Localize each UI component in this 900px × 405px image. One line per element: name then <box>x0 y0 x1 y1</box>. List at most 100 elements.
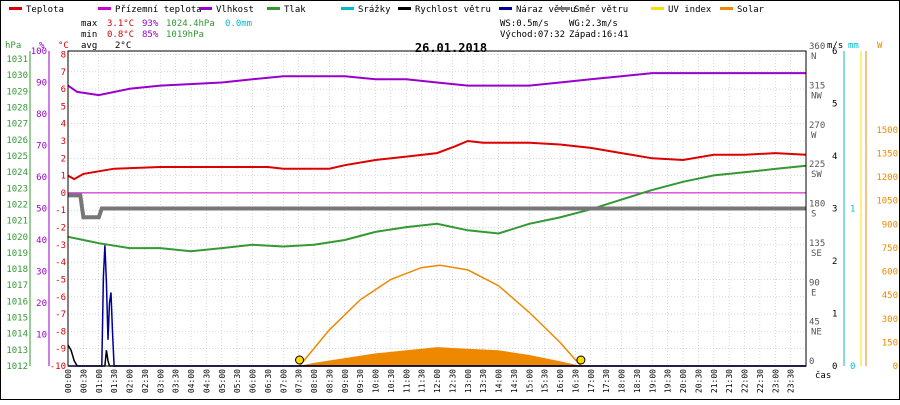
sunrise-time: Východ:07:32 <box>500 30 565 40</box>
series-3 <box>67 164 807 253</box>
time-tick: 19:30 <box>664 369 673 393</box>
time-tick: 03:30 <box>172 369 181 393</box>
temp-tick: 7 <box>61 68 66 78</box>
legend-swatch-9 <box>720 7 733 10</box>
plot-frame <box>67 50 807 367</box>
hum-tick: 90 <box>36 79 47 89</box>
solar-tick: 1350 <box>876 149 898 159</box>
time-tick: 09:30 <box>356 369 365 393</box>
time-tick: 04:30 <box>202 369 211 393</box>
temp-tick: -7 <box>55 310 66 320</box>
temp-tick: -2 <box>55 224 66 234</box>
series-6 <box>68 245 806 367</box>
solar-tick: 300 <box>882 315 898 325</box>
axis-ticks: 1012101310141015101610171018101910201021… <box>6 42 898 393</box>
dir-tick-name: N <box>811 52 816 62</box>
legend-label-7: Směr větru <box>574 5 628 15</box>
dir-tick-name: NE <box>811 328 822 338</box>
hum-tick: 20 <box>36 299 47 309</box>
legend-label-3: Tlak <box>284 5 306 15</box>
solar-tick: 450 <box>882 291 898 301</box>
time-tick: 18:00 <box>618 369 627 393</box>
press-tick: 1012 <box>6 362 28 372</box>
time-tick: 09:00 <box>341 369 350 393</box>
max-label: max <box>81 19 98 29</box>
dir-tick: 135 <box>809 239 825 249</box>
legend-swatch-1 <box>98 7 111 10</box>
dir-tick-name: W <box>811 131 817 141</box>
time-tick: 22:00 <box>741 369 750 393</box>
press-tick: 1016 <box>6 297 28 307</box>
rain-tick: 0 <box>850 362 855 372</box>
sun-marker-1 <box>576 355 586 365</box>
max-pressure: 1024.4hPa <box>166 19 215 29</box>
time-tick: 08:00 <box>310 369 319 393</box>
series-7 <box>298 347 582 366</box>
time-tick: 05:00 <box>218 369 227 393</box>
temperature-unit: °C <box>58 41 69 51</box>
temp-tick: -8 <box>55 327 66 337</box>
legend-swatch-3 <box>267 7 280 10</box>
series-0 <box>67 139 807 181</box>
series-4 <box>68 193 806 220</box>
time-tick: 04:00 <box>187 369 196 393</box>
legend-label-6: Náraz větru <box>516 5 576 15</box>
dir-tick-name: SE <box>811 249 822 259</box>
series-layer <box>67 72 807 367</box>
legend-swatch-7 <box>557 7 570 10</box>
press-tick: 1020 <box>6 233 28 243</box>
max-rain: 0.0mm <box>225 19 252 29</box>
legend-swatch-2 <box>199 7 212 10</box>
temp-tick: 4 <box>61 120 66 130</box>
time-tick: 12:30 <box>448 369 457 393</box>
press-tick: 1028 <box>6 104 28 114</box>
wind-tick: 1 <box>832 310 837 320</box>
max-humidity: 93% <box>142 19 159 29</box>
wind-speed-stat: WS:0.5m/s <box>500 19 549 29</box>
temp-tick: 3 <box>61 137 66 147</box>
time-tick: 15:30 <box>541 369 550 393</box>
time-tick: 06:00 <box>249 369 258 393</box>
hum-tick: 100 <box>31 47 47 57</box>
max-temp: 3.1°C <box>107 19 134 29</box>
min-label: min <box>81 30 97 40</box>
min-pressure: 1019hPa <box>166 30 204 40</box>
legend-label-8: UV index <box>668 5 712 15</box>
hum-tick: 30 <box>36 268 47 278</box>
legend-label-2: Vlhkost <box>216 5 254 15</box>
press-tick: 1019 <box>6 249 28 259</box>
temp-tick: -1 <box>55 206 66 216</box>
dir-tick: 180 <box>809 200 825 210</box>
temp-tick: -5 <box>55 275 66 285</box>
wind-tick: 2 <box>832 257 837 267</box>
time-tick: 16:00 <box>556 369 565 393</box>
time-tick: 16:30 <box>571 369 580 393</box>
legend-label-0: Teplota <box>26 5 64 15</box>
solar-tick: 750 <box>882 244 898 254</box>
time-tick: 06:30 <box>264 369 273 393</box>
press-tick: 1022 <box>6 200 28 210</box>
legend-swatch-4 <box>341 7 354 10</box>
time-tick: 15:00 <box>525 369 534 393</box>
press-tick: 1026 <box>6 136 28 146</box>
time-tick: 13:30 <box>479 369 488 393</box>
temp-tick: -4 <box>55 258 66 268</box>
time-tick: 21:30 <box>725 369 734 393</box>
solar-tick: 1050 <box>876 197 898 207</box>
legend-swatch-5 <box>398 7 411 10</box>
sun-marker-0 <box>295 355 305 365</box>
time-tick: 08:30 <box>325 369 334 393</box>
time-tick: 13:00 <box>464 369 473 393</box>
time-tick: 07:30 <box>295 369 304 393</box>
time-tick: 05:30 <box>233 369 242 393</box>
temp-tick: 5 <box>61 102 66 112</box>
time-tick: 14:30 <box>510 369 519 393</box>
pressure-unit: hPa <box>5 41 21 51</box>
legend-label-5: Rychlost větru <box>415 5 491 15</box>
press-tick: 1025 <box>6 152 28 162</box>
legend-label-1: Přízemní teplota <box>115 5 202 15</box>
wind-tick: 0 <box>832 362 837 372</box>
dir-tick-name: E <box>811 288 816 298</box>
